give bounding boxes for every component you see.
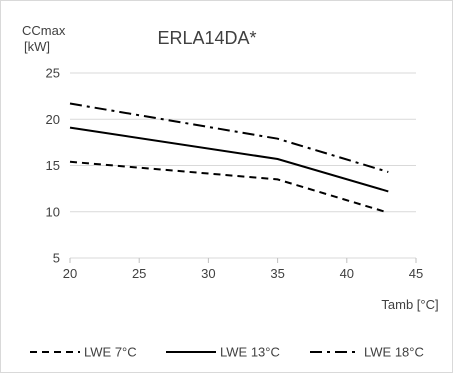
series-line-1 bbox=[69, 160, 389, 214]
x-tick-label: 35 bbox=[270, 266, 284, 281]
y-tick-label: 25 bbox=[46, 66, 60, 81]
grid-layer bbox=[70, 72, 416, 259]
axis-layer: 5 10 15 20 25 20 25 30 35 40 45 bbox=[46, 66, 424, 282]
chart-title: ERLA14DA* bbox=[157, 28, 256, 48]
y-axis-label-line1: CCmax bbox=[22, 23, 66, 38]
y-axis-label-line2: [kW] bbox=[24, 39, 50, 54]
x-axis-label: Tamb [°C] bbox=[381, 297, 438, 312]
legend-label-2: LWE 13°C bbox=[220, 345, 280, 360]
series-line-2 bbox=[69, 126, 389, 193]
y-tick-label: 10 bbox=[46, 204, 60, 219]
x-tick-label: 45 bbox=[409, 266, 423, 281]
y-tick-label: 15 bbox=[46, 158, 60, 173]
series-line-3 bbox=[69, 102, 389, 173]
y-tick-label: 5 bbox=[53, 251, 60, 266]
x-tick-label: 40 bbox=[340, 266, 354, 281]
legend-label-3: LWE 18°C bbox=[364, 345, 424, 360]
legend: LWE 7°C LWE 13°C LWE 18°C bbox=[30, 345, 424, 360]
x-tick-label: 25 bbox=[132, 266, 146, 281]
y-tick-label: 20 bbox=[46, 112, 60, 127]
series-layer bbox=[69, 102, 389, 214]
legend-label-1: LWE 7°C bbox=[84, 345, 137, 360]
x-tick-label: 30 bbox=[201, 266, 215, 281]
x-tick-label: 20 bbox=[63, 266, 77, 281]
